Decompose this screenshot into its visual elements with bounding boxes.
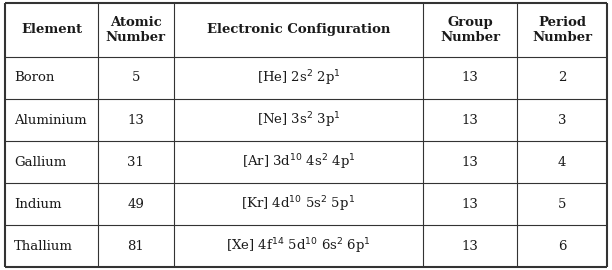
Text: Indium: Indium [14, 198, 62, 211]
Text: Element: Element [21, 23, 82, 36]
Text: [Xe] 4f$^{14}$ 5d$^{10}$ 6s$^2$ 6p$^1$: [Xe] 4f$^{14}$ 5d$^{10}$ 6s$^2$ 6p$^1$ [226, 237, 371, 256]
Text: [He] 2s$^2$ 2p$^1$: [He] 2s$^2$ 2p$^1$ [256, 68, 340, 88]
Text: Atomic
Number: Atomic Number [106, 16, 166, 44]
Text: 13: 13 [127, 114, 144, 127]
Text: 2: 2 [558, 72, 566, 85]
Text: 6: 6 [558, 240, 566, 253]
Text: 4: 4 [558, 156, 566, 169]
Text: 81: 81 [127, 240, 144, 253]
Text: 13: 13 [461, 240, 479, 253]
Text: Period
Number: Period Number [532, 16, 592, 44]
Text: [Ne] 3s$^2$ 3p$^1$: [Ne] 3s$^2$ 3p$^1$ [256, 110, 340, 130]
Text: 49: 49 [127, 198, 144, 211]
Text: Aluminium: Aluminium [14, 114, 87, 127]
Text: [Ar] 3d$^{10}$ 4s$^2$ 4p$^1$: [Ar] 3d$^{10}$ 4s$^2$ 4p$^1$ [242, 152, 356, 172]
Text: [Kr] 4d$^{10}$ 5s$^2$ 5p$^1$: [Kr] 4d$^{10}$ 5s$^2$ 5p$^1$ [242, 194, 356, 214]
Text: 3: 3 [558, 114, 566, 127]
Text: 31: 31 [127, 156, 144, 169]
Text: 13: 13 [461, 72, 479, 85]
Text: Thallium: Thallium [14, 240, 73, 253]
Text: 5: 5 [558, 198, 566, 211]
Text: Group
Number: Group Number [440, 16, 500, 44]
Text: Boron: Boron [14, 72, 54, 85]
Text: 13: 13 [461, 198, 479, 211]
Text: 5: 5 [132, 72, 140, 85]
Text: 13: 13 [461, 156, 479, 169]
Text: 13: 13 [461, 114, 479, 127]
Text: Electronic Configuration: Electronic Configuration [207, 23, 390, 36]
Text: Gallium: Gallium [14, 156, 66, 169]
